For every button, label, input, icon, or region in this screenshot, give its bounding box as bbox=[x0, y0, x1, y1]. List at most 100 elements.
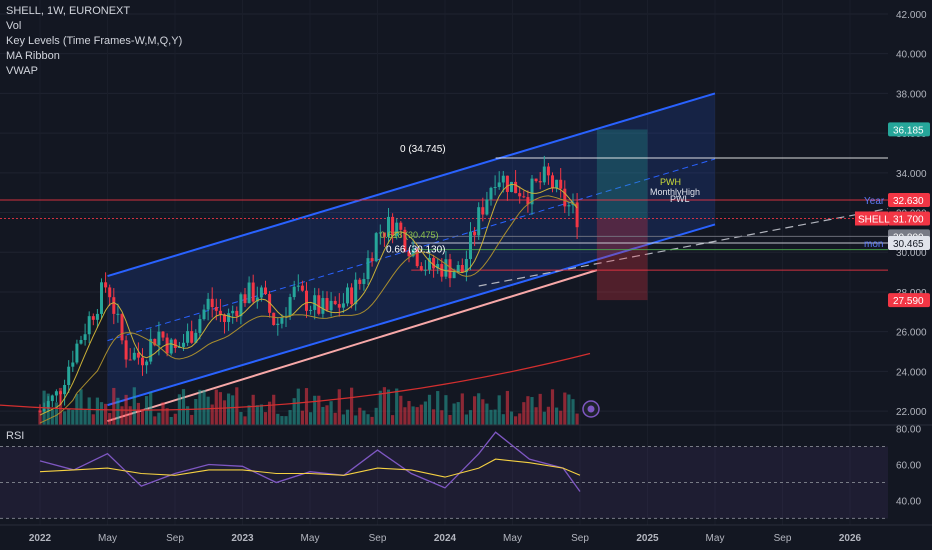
price-badge bbox=[888, 236, 930, 251]
candle-body bbox=[169, 339, 173, 354]
price-badge-label: SHELL bbox=[858, 214, 890, 225]
candle-body bbox=[202, 309, 206, 320]
candle-body bbox=[317, 295, 321, 314]
candle-body bbox=[182, 342, 185, 347]
position-tool[interactable] bbox=[596, 129, 648, 301]
volume-bar bbox=[456, 402, 460, 425]
candle-body bbox=[251, 282, 255, 302]
candle-body bbox=[292, 286, 296, 298]
candle-body bbox=[546, 166, 550, 176]
time-tick-label: May bbox=[98, 533, 117, 544]
volume-bar bbox=[112, 387, 116, 425]
volume-bar bbox=[259, 404, 263, 425]
candle-body bbox=[473, 231, 477, 236]
price-badge bbox=[888, 122, 930, 137]
volume-bar bbox=[116, 397, 120, 425]
candle-body bbox=[153, 338, 157, 346]
price-tick-label: 24.000 bbox=[896, 367, 927, 378]
candle-body bbox=[46, 401, 50, 409]
candle-body bbox=[235, 310, 239, 317]
candle-body bbox=[395, 222, 399, 236]
candle-body bbox=[255, 297, 259, 302]
candle-body bbox=[497, 182, 501, 187]
price-badge-label: mon bbox=[864, 239, 883, 250]
indicator-vol[interactable]: Vol bbox=[6, 20, 22, 32]
dashed-trendline bbox=[478, 207, 889, 287]
candle-body bbox=[210, 298, 214, 308]
time-tick-label: May bbox=[706, 533, 725, 544]
candle-body bbox=[493, 186, 497, 188]
candle-body bbox=[526, 197, 530, 205]
candle-body bbox=[227, 313, 231, 322]
volume-bar bbox=[149, 392, 153, 425]
candle-body bbox=[296, 285, 300, 287]
volume-bar bbox=[165, 408, 169, 425]
volume-bar bbox=[95, 397, 99, 425]
indicator-ma-ribbon[interactable]: MA Ribbon bbox=[6, 50, 60, 62]
volume-bar bbox=[505, 390, 509, 425]
candle-body bbox=[448, 259, 452, 279]
price-badge-value: 31.700 bbox=[893, 214, 924, 225]
volume-bar bbox=[325, 405, 329, 425]
candle-body bbox=[288, 297, 292, 316]
rsi-line bbox=[39, 431, 581, 492]
volume-bar bbox=[489, 409, 493, 425]
rsi-title[interactable]: RSI bbox=[6, 430, 25, 442]
volume-bar bbox=[493, 409, 497, 425]
candle-body bbox=[149, 338, 153, 362]
volume-bar bbox=[186, 406, 190, 425]
candle-body bbox=[305, 290, 308, 311]
candle-body bbox=[428, 257, 431, 270]
volume-bar bbox=[132, 387, 136, 425]
indicator-vwap[interactable]: VWAP bbox=[6, 65, 38, 77]
candle-body bbox=[501, 175, 505, 183]
rsi-tick-label: 80.00 bbox=[896, 425, 921, 436]
volume-bar bbox=[87, 397, 91, 425]
candle-body bbox=[358, 279, 362, 284]
candle-body bbox=[95, 313, 99, 320]
indicator-key-levels[interactable]: Key Levels (Time Frames-W,M,Q,Y) bbox=[6, 35, 183, 47]
candle-body bbox=[71, 362, 75, 367]
volume-bar bbox=[464, 414, 468, 425]
volume-bar bbox=[382, 387, 386, 425]
volume-bar bbox=[58, 387, 63, 425]
channel-upper-line bbox=[107, 92, 716, 278]
alert-plus-icon[interactable] bbox=[582, 400, 600, 418]
candle-body bbox=[190, 331, 194, 343]
candle-body bbox=[161, 331, 165, 338]
candle-body bbox=[243, 294, 247, 304]
volume-bar bbox=[378, 390, 382, 425]
stop-zone bbox=[596, 218, 648, 301]
volume-bar bbox=[136, 402, 140, 425]
channel-lower-line bbox=[107, 223, 716, 407]
candle-body bbox=[522, 196, 526, 198]
volume-bar bbox=[173, 413, 177, 425]
volume-bar bbox=[468, 410, 473, 425]
candle-body bbox=[464, 259, 468, 273]
volume-bar bbox=[559, 410, 563, 425]
volume-bar bbox=[509, 411, 514, 425]
candle-body bbox=[518, 193, 522, 197]
symbol-title[interactable]: SHELL, 1W, EURONEXT bbox=[6, 5, 131, 17]
candle-body bbox=[514, 181, 518, 194]
time-axis[interactable]: 2022 May Sep 2023 May Sep 2024 May Sep 2025 May Sep… bbox=[0, 524, 932, 544]
volume-bar bbox=[120, 406, 124, 425]
volume-bar bbox=[210, 404, 214, 425]
candle-body bbox=[432, 257, 436, 269]
candle-body bbox=[83, 334, 87, 341]
volume-bar bbox=[255, 405, 259, 425]
volume-bar bbox=[440, 410, 444, 425]
candle-body bbox=[231, 310, 235, 314]
volume-bar bbox=[329, 401, 333, 425]
candle-body bbox=[42, 408, 46, 412]
candle-body bbox=[411, 249, 415, 257]
rsi-tick-label: 60.00 bbox=[896, 461, 921, 472]
volume-bar bbox=[501, 414, 505, 425]
monthly-high-label: MonthlyHigh bbox=[650, 187, 700, 197]
ma-slow-line bbox=[39, 195, 578, 424]
volume-bar bbox=[235, 387, 239, 425]
volume-bar bbox=[341, 414, 345, 425]
price-badge-value: 36.185 bbox=[893, 125, 924, 136]
candle-body bbox=[436, 264, 440, 269]
